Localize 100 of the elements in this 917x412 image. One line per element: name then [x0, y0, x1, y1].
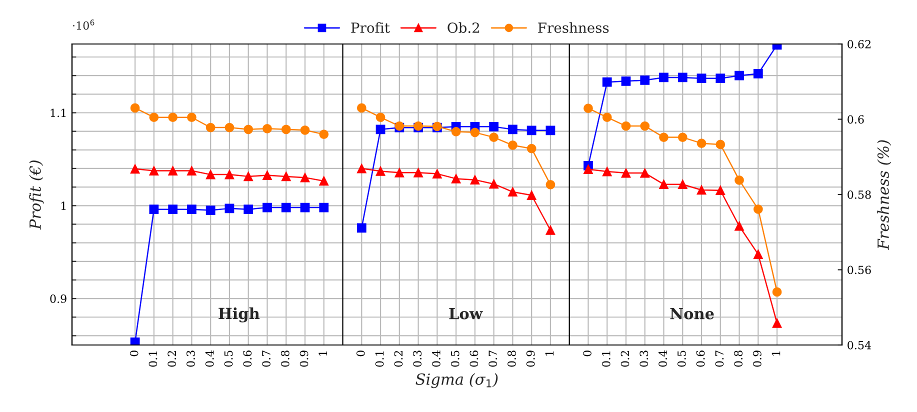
point — [224, 170, 234, 180]
x-tick-label: 0.7 — [715, 350, 724, 367]
point — [319, 202, 329, 212]
x-tick-label: 0.1 — [375, 351, 384, 367]
x-tick-label: 0.8 — [280, 350, 290, 367]
point — [130, 103, 140, 113]
x-tick-label: 0.3 — [186, 350, 195, 367]
point — [149, 204, 159, 214]
x-tick-label: 1 — [545, 351, 554, 356]
point — [696, 74, 706, 84]
point — [224, 122, 234, 132]
point — [262, 124, 272, 134]
annotation: High — [218, 307, 260, 322]
point — [130, 338, 140, 345]
point — [168, 204, 178, 214]
x-tick-label: 1 — [772, 351, 780, 356]
point — [281, 124, 291, 134]
x-tick-label: 0.5 — [224, 350, 233, 367]
y-axis-title: Profit (€) — [29, 160, 44, 230]
x-tick-label: 0.7 — [488, 350, 498, 367]
point — [602, 166, 612, 176]
point — [716, 186, 726, 196]
x-tick-label: 0.5 — [450, 350, 460, 367]
point — [734, 221, 744, 231]
point — [187, 204, 196, 214]
x-tick-label: 0.3 — [413, 350, 422, 367]
point — [621, 121, 631, 131]
x-tick-label: 1 — [318, 351, 327, 356]
point — [584, 104, 593, 114]
point — [130, 164, 140, 174]
point — [281, 202, 291, 212]
point — [149, 166, 159, 176]
x-tick-label: 0.4 — [658, 350, 667, 367]
x-tick-label: 0.6 — [696, 350, 705, 367]
point — [300, 172, 310, 182]
point — [300, 125, 310, 135]
y2-tick-label: 0.56 — [848, 266, 871, 274]
annotation: Low — [449, 308, 483, 320]
y-tick-label: 1.1 — [50, 108, 66, 118]
point — [187, 112, 196, 122]
y2-tick-label: 0.54 — [848, 340, 872, 350]
point — [206, 170, 216, 180]
y2-axis-title: Freshness (%) — [877, 140, 892, 250]
x-tick-label: 0 — [130, 350, 138, 356]
point — [753, 204, 763, 214]
point — [244, 204, 254, 214]
point — [640, 76, 650, 85]
point — [678, 72, 688, 82]
x-tick-label: 0.5 — [677, 350, 686, 367]
text: ·10$^{6}$ — [73, 20, 94, 30]
x-tick-label: 0.7 — [262, 350, 270, 367]
y2-tick-label: 0.62 — [848, 40, 871, 48]
x-tick-label: 0 — [583, 350, 592, 356]
legend-label: Profit — [351, 22, 390, 33]
point — [262, 202, 272, 212]
point — [168, 166, 178, 176]
point — [772, 287, 782, 297]
point — [206, 122, 216, 132]
point — [772, 318, 782, 328]
y2-tick-label: 0.58 — [848, 190, 871, 199]
point — [678, 180, 688, 190]
point — [659, 132, 668, 142]
point — [319, 176, 329, 186]
x-tick-label: 0.2 — [620, 350, 630, 367]
point — [187, 166, 196, 176]
point — [640, 121, 650, 131]
point — [696, 185, 706, 195]
point — [300, 202, 310, 212]
point — [716, 140, 726, 150]
point — [734, 176, 744, 185]
point — [621, 76, 631, 86]
point — [602, 77, 612, 87]
y-tick-label: 0.9 — [50, 294, 66, 303]
point — [319, 130, 329, 139]
x-tick-label: 0.9 — [526, 350, 535, 367]
point — [149, 112, 159, 122]
x-tick-label: 0.6 — [470, 350, 478, 367]
point — [753, 69, 763, 78]
x-tick-label: 0.8 — [734, 350, 743, 367]
x-tick-label: 0.2 — [394, 350, 403, 367]
x-tick-label: 0.9 — [752, 350, 762, 367]
point — [244, 172, 254, 182]
point — [640, 168, 650, 178]
point — [168, 112, 178, 122]
legend-label: Freshness — [538, 22, 609, 33]
point — [678, 132, 688, 142]
point — [262, 170, 272, 180]
x-tick-label: 0.4 — [432, 350, 440, 367]
point — [696, 138, 706, 148]
point — [734, 70, 744, 80]
point — [659, 72, 668, 82]
point — [621, 168, 631, 178]
x-tick-label: 0.9 — [300, 350, 308, 367]
x-tick-label: 0.6 — [243, 350, 252, 367]
legend-label: Ob.2 — [448, 22, 480, 33]
point — [716, 74, 726, 84]
x-tick-label: 0.4 — [205, 350, 214, 367]
point — [602, 112, 612, 122]
point — [244, 124, 254, 134]
point — [584, 164, 593, 174]
